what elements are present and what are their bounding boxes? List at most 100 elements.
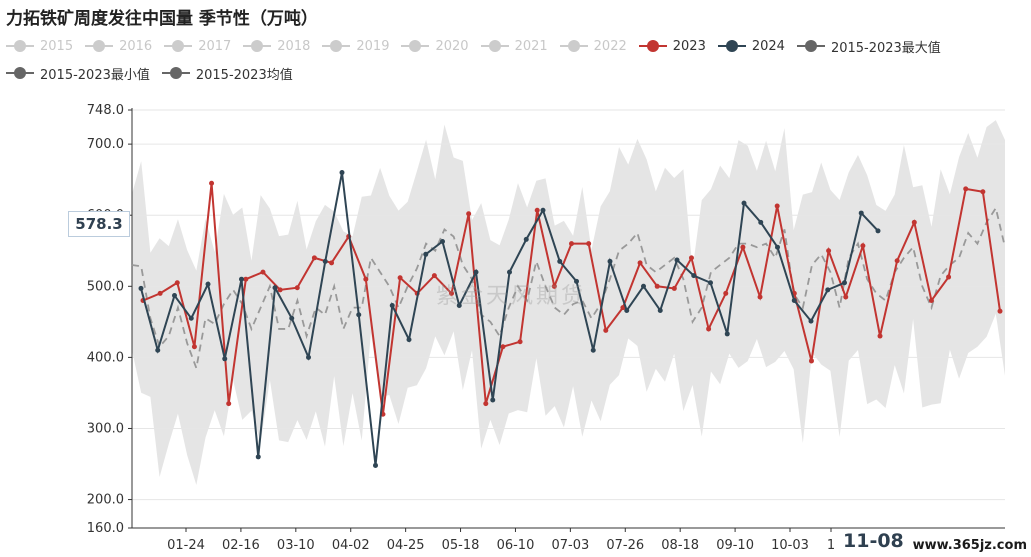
- series-2023-point: [397, 275, 403, 281]
- legend-item-2015[interactable]: 2015: [6, 39, 73, 54]
- series-2023-point: [243, 276, 249, 282]
- legend-label: 2017: [198, 38, 232, 54]
- series-2024-point: [657, 307, 663, 313]
- series-2024-point: [423, 251, 429, 257]
- legend-marker-icon: [559, 39, 588, 53]
- series-2024-point: [205, 281, 211, 287]
- y-tick-label: 748.0: [87, 103, 124, 118]
- legend-item-2022[interactable]: 2022: [559, 39, 627, 54]
- series-2023-point: [826, 248, 832, 254]
- series-2023-point: [534, 207, 540, 213]
- series-2023-point: [449, 290, 455, 296]
- series-2023-point: [894, 258, 900, 264]
- series-2023-point: [209, 180, 215, 186]
- series-2023-point: [723, 290, 729, 296]
- series-2023-point: [157, 290, 163, 296]
- x-tick-label: 03-10: [277, 538, 315, 553]
- series-2024-point: [590, 347, 596, 353]
- series-2023-point: [740, 244, 746, 250]
- x-tick-label: 07-03: [551, 538, 589, 553]
- legend-label: 2019: [356, 38, 390, 54]
- series-2024-point: [641, 283, 646, 289]
- series-2024-point: [188, 315, 194, 321]
- series-2023-point: [260, 269, 266, 275]
- legend-label: 2015-2023均值: [195, 67, 293, 83]
- series-2023-point: [946, 274, 952, 280]
- series-2023-point: [466, 211, 472, 217]
- legend-label: 2021: [514, 38, 548, 54]
- legend-item-2015-2023均值[interactable]: 2015-2023均值: [161, 64, 293, 83]
- min-max-band-area: [132, 120, 1005, 485]
- legend-marker-icon: [85, 39, 114, 53]
- legend-item-2018[interactable]: 2018: [243, 39, 310, 54]
- series-2024-point: [389, 302, 395, 308]
- x-tick-label: 04-02: [332, 538, 370, 553]
- watermark: 紫金天风期货: [436, 284, 587, 309]
- series-2024-point: [155, 347, 161, 353]
- series-2023-point: [500, 344, 506, 350]
- series-2024-point: [791, 298, 797, 304]
- series-2023-point: [483, 401, 489, 407]
- series-2023-point: [757, 294, 763, 300]
- series-2023-point: [620, 305, 626, 311]
- site-label: www.365jz.com: [912, 538, 1027, 553]
- legend-item-2019[interactable]: 2019: [322, 39, 389, 54]
- y-tick-label: 700.0: [87, 137, 124, 152]
- legend-item-2024[interactable]: 2024: [717, 38, 785, 54]
- series-lines: [131, 170, 1006, 468]
- series-2024-point: [842, 280, 847, 286]
- legend-label: 2024: [751, 38, 785, 54]
- series-2024-point: [825, 287, 831, 293]
- series-2023-point: [843, 294, 849, 300]
- series-2024-point: [708, 280, 713, 286]
- series-mean-line: [131, 205, 1006, 372]
- legend-label: 2016: [119, 38, 153, 54]
- legend-item-2023[interactable]: 2023: [638, 38, 706, 54]
- x-tick-label: 05-18: [442, 538, 480, 553]
- series-2024-point: [775, 244, 780, 250]
- legend-item-2017[interactable]: 2017: [164, 39, 231, 54]
- legend-marker-icon: [480, 39, 509, 53]
- y-tick-label: 500.0: [87, 279, 124, 294]
- series-2024-point: [138, 285, 144, 291]
- legend-item-2015-2023最小值[interactable]: 2015-2023最小值: [6, 64, 150, 83]
- legend-item-2016[interactable]: 2016: [85, 39, 152, 54]
- series-2024-point: [741, 200, 747, 206]
- series-2023-point: [997, 308, 1003, 314]
- series-2023-point: [688, 255, 694, 261]
- series-2024-point: [557, 258, 563, 264]
- series-2024-point: [356, 312, 362, 318]
- legend-marker-icon: [401, 39, 430, 53]
- x-tick-label: 10-03: [771, 538, 809, 553]
- legend-item-2015-2023最大值[interactable]: 2015-2023最大值: [796, 37, 941, 56]
- legend-marker-icon: [638, 39, 667, 53]
- series-2024-point: [507, 269, 512, 275]
- series-2024-point: [875, 228, 881, 234]
- series-2023-point: [311, 255, 317, 261]
- series-2023-point: [569, 241, 574, 247]
- x-axis: 01-24 02-16 03-10 04-02 04-25 05-18 06-10 07-03…: [132, 527, 1005, 553]
- legend-label: 2020: [435, 38, 469, 54]
- series-2024-point: [624, 307, 630, 313]
- series-2023-point: [431, 273, 437, 279]
- series-2023-point: [226, 401, 232, 407]
- legend-item-2021[interactable]: 2021: [480, 38, 548, 54]
- series-2024-point: [674, 257, 680, 263]
- legend-label: 2015: [40, 38, 74, 54]
- series-2023-point: [586, 241, 592, 247]
- series-2024-point: [574, 278, 579, 284]
- series-2024-point: [808, 318, 814, 324]
- x-tick-label: 04-25: [387, 538, 425, 553]
- series-2024-point: [724, 331, 730, 337]
- series-2023-point: [191, 344, 197, 350]
- legend-label: 2023: [672, 38, 706, 54]
- x-cursor-label: 11-08: [843, 530, 904, 552]
- series-2024-point: [406, 337, 412, 343]
- series-2023-point: [551, 283, 557, 289]
- series-2024-point: [473, 269, 479, 275]
- series-2024-point: [339, 170, 345, 176]
- legend-item-2020[interactable]: 2020: [401, 38, 469, 54]
- x-tick-label: 07-26: [606, 538, 644, 553]
- chart-title: 力拓铁矿周度发往中国量 季节性（万吨）: [6, 9, 318, 29]
